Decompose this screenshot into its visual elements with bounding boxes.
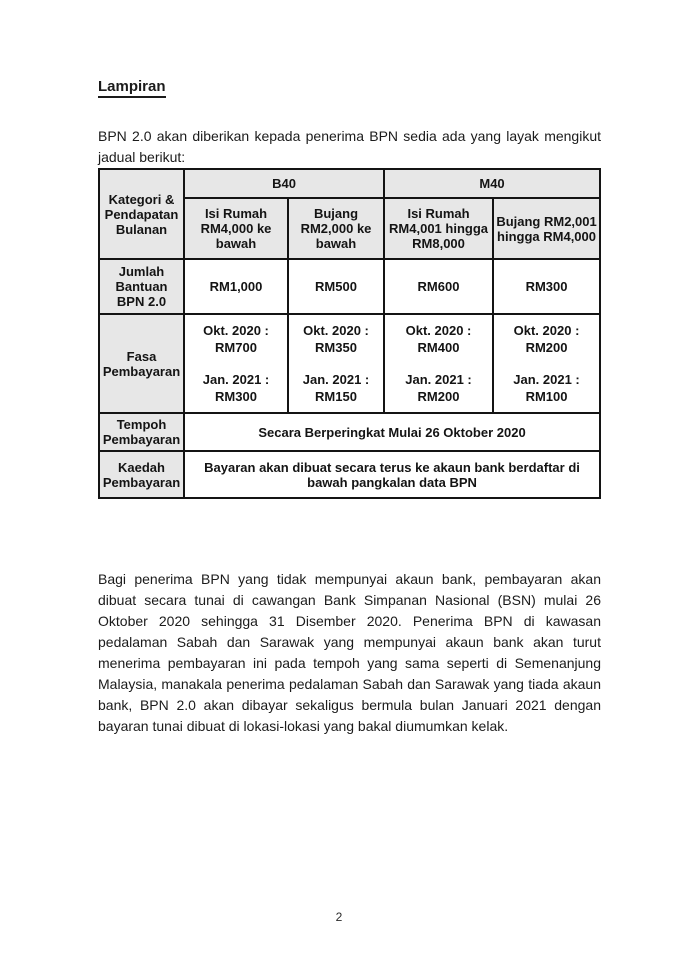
fasa-gap [290, 356, 382, 371]
fasa-okt-label: Okt. 2020 : [303, 323, 369, 338]
fasa-gap [495, 356, 598, 371]
body-paragraph: Bagi penerima BPN yang tidak mempunyai a… [98, 571, 601, 734]
table-row: Tempoh Pembayaran Secara Berperingkat Mu… [98, 412, 602, 452]
fasa-okt-label: Okt. 2020 : [513, 323, 580, 338]
fasa-gap [386, 356, 491, 371]
tempoh-value-cell: Secara Berperingkat Mulai 26 Oktober 202… [182, 412, 602, 452]
fasa-jan-value: RM150 [315, 389, 357, 404]
fasa-okt-value: RM350 [315, 340, 357, 355]
sub-header-cell: Bujang RM2,001 hingga RM4,000 [492, 197, 602, 260]
jumlah-value-cell: RM500 [286, 258, 386, 315]
corner-header-cell: Kategori & Pendapatan Bulanan [98, 168, 185, 260]
fasa-value-cell: Okt. 2020 : RM400 Jan. 2021 : RM200 [383, 313, 495, 414]
intro-paragraph: BPN 2.0 akan diberikan kepada penerima B… [98, 128, 601, 165]
fasa-jan-label: Jan. 2021 : [405, 372, 472, 387]
fasa-jan-label: Jan. 2021 : [513, 372, 580, 387]
fasa-gap [186, 356, 286, 371]
fasa-value-cell: Okt. 2020 : RM200 Jan. 2021 : RM100 [492, 313, 602, 414]
jumlah-value-cell: RM300 [492, 258, 602, 315]
fasa-value-cell: Okt. 2020 : RM350 Jan. 2021 : RM150 [286, 313, 386, 414]
sub-header-cell: Bujang RM2,000 ke bawah [286, 197, 386, 260]
kaedah-value-cell: Bayaran akan dibuat secara terus ke akau… [182, 450, 602, 499]
row-label-kaedah: Kaedah Pembayaran [98, 450, 185, 499]
table-row: Isi Rumah RM4,000 ke bawah Bujang RM2,00… [99, 197, 602, 260]
table-row: Fasa Pembayaran Okt. 2020 : RM700 Jan. 2… [98, 313, 602, 414]
fasa-okt-label: Okt. 2020 : [405, 323, 472, 338]
bpn-benefits-table: Kategori & Pendapatan Bulanan B40 M40 Is… [98, 168, 602, 499]
table-row: Jumlah Bantuan BPN 2.0 RM1,000 RM500 RM6… [98, 258, 602, 315]
row-label-fasa: Fasa Pembayaran [98, 313, 185, 414]
row-label-jumlah: Jumlah Bantuan BPN 2.0 [98, 258, 185, 315]
sub-header-cell: Isi Rumah RM4,000 ke bawah [183, 197, 289, 260]
fasa-okt-label: Okt. 2020 : [203, 323, 269, 338]
jumlah-value-cell: RM1,000 [183, 258, 289, 315]
page-number: 2 [335, 910, 343, 924]
group-header-b40: B40 [182, 168, 386, 199]
table-row: Kategori & Pendapatan Bulanan B40 M40 [98, 168, 602, 260]
table-row: Kaedah Pembayaran Bayaran akan dibuat se… [98, 450, 602, 499]
fasa-okt-value: RM400 [417, 340, 460, 355]
group-header-m40: M40 [383, 168, 602, 199]
fasa-jan-value: RM300 [215, 389, 257, 404]
page-title: Lampiran [98, 78, 166, 98]
fasa-jan-value: RM100 [525, 389, 568, 404]
row-label-tempoh: Tempoh Pembayaran [98, 412, 185, 452]
jumlah-value-cell: RM600 [383, 258, 495, 315]
fasa-okt-value: RM700 [215, 340, 257, 355]
fasa-jan-label: Jan. 2021 : [302, 372, 370, 387]
fasa-jan-label: Jan. 2021 : [202, 372, 270, 387]
fasa-value-cell: Okt. 2020 : RM700 Jan. 2021 : RM300 [183, 313, 289, 414]
fasa-okt-value: RM200 [525, 340, 568, 355]
sub-header-cell: Isi Rumah RM4,001 hingga RM8,000 [383, 197, 495, 260]
fasa-jan-value: RM200 [417, 389, 460, 404]
